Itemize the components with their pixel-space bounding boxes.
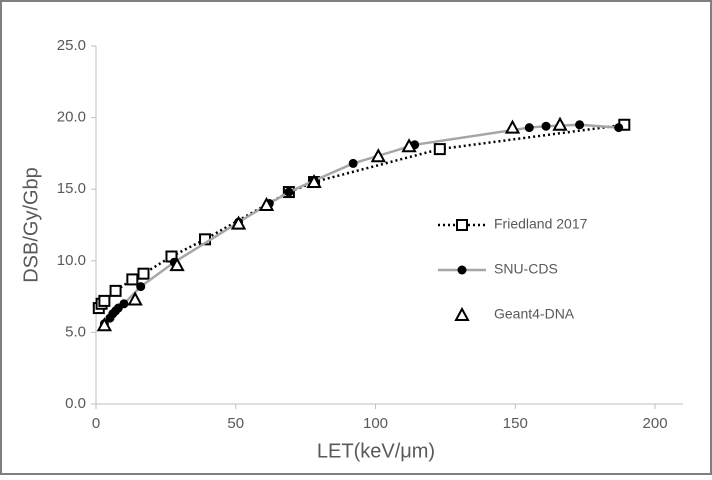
y-tick-label: 5.0 xyxy=(65,323,86,340)
x-axis-title: LET(keV/μm) xyxy=(317,440,435,462)
circle-marker xyxy=(348,158,358,168)
legend-label: Friedland 2017 xyxy=(494,216,588,232)
triangle-marker xyxy=(454,306,470,321)
triangle-marker xyxy=(127,291,143,306)
x-tick-label: 50 xyxy=(227,415,244,432)
circle-marker xyxy=(457,265,467,275)
triangle-marker xyxy=(552,116,568,131)
y-tick-label: 25.0 xyxy=(57,37,86,54)
legend-label: SNU-CDS xyxy=(494,261,558,277)
x-tick-label: 100 xyxy=(363,415,388,432)
triangle-marker xyxy=(370,148,387,163)
y-tick-label: 15.0 xyxy=(57,180,86,197)
triangle-marker xyxy=(230,215,247,230)
legend-label: Geant4-DNA xyxy=(494,306,575,322)
triangle-marker xyxy=(504,119,521,134)
circle-marker xyxy=(284,187,294,197)
circle-marker xyxy=(575,120,585,130)
circle-marker xyxy=(614,123,624,133)
x-tick-label: 0 xyxy=(92,415,100,432)
x-tick-label: 200 xyxy=(643,415,668,432)
circle-marker xyxy=(119,299,129,309)
circle-marker xyxy=(524,123,534,133)
square-marker xyxy=(109,284,122,297)
circle-marker xyxy=(136,282,146,292)
y-axis-title: DSB/Gy/Gbp xyxy=(20,167,42,283)
triangle-marker xyxy=(306,173,322,189)
y-tick-label: 10.0 xyxy=(57,252,86,269)
triangle-marker xyxy=(258,196,275,211)
triangle-marker xyxy=(401,138,417,153)
legend: Friedland 2017 SNU-CDS Geant4-DNA xyxy=(438,216,588,322)
y-tick-label: 20.0 xyxy=(57,109,86,126)
y-tick-label: 0.0 xyxy=(65,395,86,412)
square-marker xyxy=(433,143,446,156)
square-marker xyxy=(98,294,111,307)
triangle-marker xyxy=(169,257,185,272)
x-tick-label: 150 xyxy=(503,415,528,432)
circle-marker xyxy=(541,121,551,131)
square-marker xyxy=(137,267,150,280)
square-marker xyxy=(126,273,139,286)
square-marker xyxy=(456,219,468,231)
triangle-marker xyxy=(96,317,113,332)
